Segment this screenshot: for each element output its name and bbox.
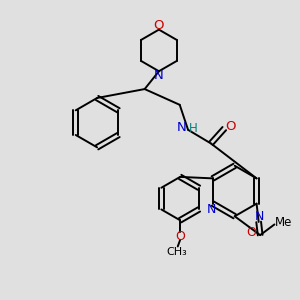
Text: N: N <box>255 210 264 223</box>
Text: N: N <box>154 69 164 82</box>
Text: O: O <box>225 120 236 133</box>
Text: N: N <box>177 121 186 134</box>
Text: CH₃: CH₃ <box>166 248 187 257</box>
Text: O: O <box>154 19 164 32</box>
Text: O: O <box>175 230 185 242</box>
Text: N: N <box>207 203 216 216</box>
Text: O: O <box>246 226 256 239</box>
Text: H: H <box>189 122 197 135</box>
Text: Me: Me <box>275 216 292 229</box>
